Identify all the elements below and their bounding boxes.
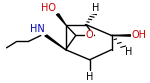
- Text: H: H: [92, 3, 99, 13]
- Text: O: O: [86, 30, 93, 41]
- Text: H: H: [125, 47, 133, 57]
- Text: HO: HO: [41, 3, 56, 13]
- Polygon shape: [45, 35, 66, 50]
- Polygon shape: [111, 35, 130, 36]
- Text: H: H: [86, 72, 93, 82]
- Text: HN: HN: [30, 24, 45, 34]
- Text: OH: OH: [131, 30, 146, 40]
- Polygon shape: [56, 14, 66, 25]
